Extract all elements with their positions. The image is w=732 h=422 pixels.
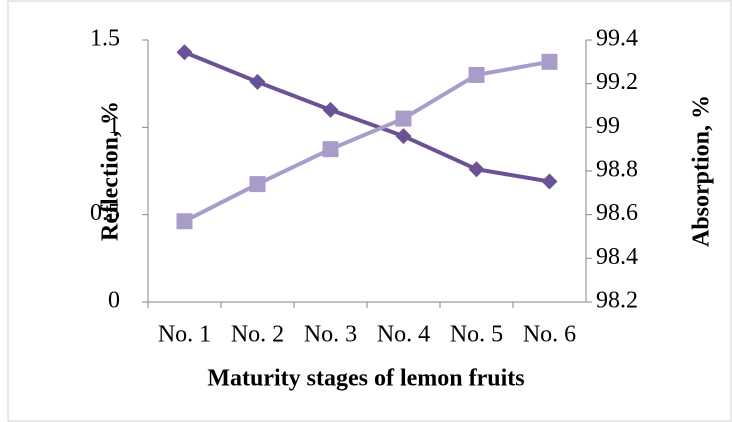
x-tick-label: No. 6 <box>523 322 576 348</box>
x-tick-label: No. 3 <box>304 322 357 348</box>
y2-tick-label: 98.4 <box>596 244 638 270</box>
y2-tick-label: 98.8 <box>596 157 638 183</box>
y2-tick-label: 99.2 <box>596 69 638 95</box>
point <box>541 53 558 70</box>
x-tick-label: No. 2 <box>231 322 284 348</box>
point <box>249 73 266 90</box>
y-tick-label: 0 <box>108 288 120 314</box>
x-tick-label: No. 4 <box>377 322 430 348</box>
x-tick-label: No. 5 <box>450 322 503 348</box>
point <box>322 101 339 118</box>
x-axis-title: Maturity stages of lemon fruits <box>207 366 524 392</box>
point <box>468 161 485 178</box>
point <box>468 66 485 83</box>
point <box>322 141 339 158</box>
point <box>541 173 558 190</box>
y-tick-label: 0.5 <box>90 200 120 226</box>
point <box>176 213 193 230</box>
chart-border <box>7 0 732 422</box>
y2-axis-title: Absorption, % <box>689 95 715 247</box>
y2-tick-label: 98.6 <box>596 200 638 226</box>
point <box>395 110 412 127</box>
point <box>249 176 266 193</box>
y-axis-title: Reflection, % <box>98 101 124 241</box>
point <box>395 128 412 145</box>
y2-tick-label: 98.2 <box>596 288 638 314</box>
y-tick-label: 1 <box>108 113 120 139</box>
y2-tick-label: 99 <box>596 113 620 139</box>
y2-tick-label: 99.4 <box>596 26 638 52</box>
series-line <box>183 59 550 223</box>
x-tick-label: No. 1 <box>158 322 211 348</box>
series-line <box>183 50 550 184</box>
point <box>176 44 193 61</box>
y-tick-label: 1.5 <box>90 26 120 52</box>
